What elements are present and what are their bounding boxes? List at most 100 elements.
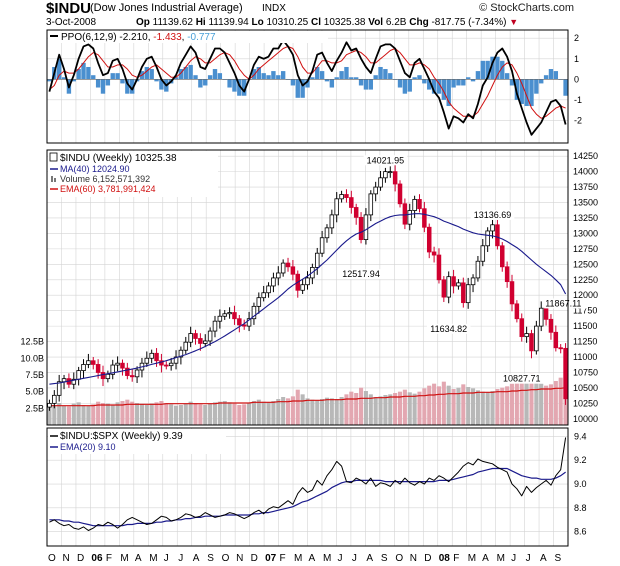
volume-bar xyxy=(81,405,86,425)
volume-bar xyxy=(227,402,232,425)
candle-body xyxy=(56,381,62,396)
candle-body xyxy=(538,307,544,327)
volume-bar xyxy=(120,401,125,425)
price-legend-candle-icon xyxy=(49,152,58,162)
volume-bar xyxy=(436,386,442,425)
volume-ema-line xyxy=(49,387,566,407)
volume-bar xyxy=(334,399,339,425)
volume-bar xyxy=(422,388,427,425)
candle-body xyxy=(105,373,111,380)
price-y-tick: 13000 xyxy=(573,228,598,238)
volume-bar xyxy=(125,399,130,425)
ppo-y-tick: -2 xyxy=(574,115,582,125)
candle-body xyxy=(334,198,339,216)
candle-body xyxy=(456,282,461,287)
x-axis-label: D xyxy=(77,553,84,564)
ppo-histogram-bar xyxy=(91,75,96,80)
ppo-histogram-bar xyxy=(446,79,451,107)
price-y-tick: 10500 xyxy=(573,383,598,393)
volume-bar xyxy=(471,388,476,425)
ppo-histogram-bar xyxy=(431,79,437,94)
candle-body xyxy=(558,347,563,350)
ppo-histogram-bar xyxy=(427,79,432,90)
ppo-histogram-bar xyxy=(495,56,500,80)
volume-bar xyxy=(558,377,563,425)
price-y-tick: 14000 xyxy=(573,167,598,177)
ppo-legend-bg xyxy=(48,31,328,43)
ppo-histogram-bar xyxy=(251,69,257,80)
volume-bar xyxy=(130,401,135,425)
volume-bar xyxy=(305,398,310,425)
price-annotation-bg xyxy=(470,209,515,220)
volume-bar xyxy=(281,397,286,425)
candle-body xyxy=(319,237,325,254)
price-y-tick: 11250 xyxy=(573,337,597,347)
x-axis-label: M xyxy=(468,553,476,564)
volume-bar xyxy=(173,405,179,425)
candle-body xyxy=(314,252,320,268)
candle-body xyxy=(237,318,242,326)
x-axis-label: A xyxy=(366,553,373,564)
ratio-y-tick: 9.0 xyxy=(574,479,587,489)
ppo-histogram-bar xyxy=(383,69,388,80)
candle-body xyxy=(217,315,223,322)
candle-body xyxy=(324,227,330,239)
volume-bar xyxy=(61,405,67,425)
candle-body xyxy=(534,325,539,352)
ppo-histogram-bar xyxy=(417,75,422,80)
volume-bar xyxy=(208,403,213,425)
volume-bar xyxy=(154,402,159,425)
ppo-histogram-bar xyxy=(441,79,447,100)
candle-body xyxy=(280,262,286,274)
ppo-y-tick: 2 xyxy=(574,33,579,43)
candle-body xyxy=(207,330,213,342)
ppo-histogram-bar xyxy=(198,79,203,88)
x-axis-label: S xyxy=(381,553,388,564)
candle-body xyxy=(178,349,184,358)
stockcharts-brand[interactable]: © StockCharts.com xyxy=(479,2,574,14)
ratio-y-tick: 9.4 xyxy=(574,431,587,441)
ppo-histogram-bar xyxy=(349,77,354,80)
ppo-panel-frame xyxy=(46,29,569,144)
price-y-tick: 12500 xyxy=(573,259,598,269)
candle-body xyxy=(300,284,305,291)
ppo-histogram-bar xyxy=(203,79,208,86)
volume-bar xyxy=(368,394,373,425)
volume-bar xyxy=(475,390,480,425)
ma40-line xyxy=(49,213,567,385)
volume-y-tick: 7.5B xyxy=(25,370,44,380)
volume-label: Vol xyxy=(368,17,384,28)
ppo-histogram-bar xyxy=(407,79,412,92)
volume-bar xyxy=(495,389,500,425)
volume-bar xyxy=(524,382,529,425)
candle-body xyxy=(100,372,106,380)
candle-body xyxy=(246,318,252,327)
price-y-tick: 10750 xyxy=(573,367,598,377)
ppo-legend-swatch xyxy=(50,35,58,37)
volume-legend: Volume 6,152,571,392 xyxy=(60,174,150,184)
candle-body xyxy=(412,199,417,211)
price-y-tick: 11750 xyxy=(573,306,597,316)
volume-bar xyxy=(135,403,140,425)
ppo-histogram-bar xyxy=(130,79,135,94)
x-axis-label: A xyxy=(540,553,547,564)
candle-body xyxy=(475,260,481,279)
ppo-histogram-bar xyxy=(339,71,344,80)
quote-line: Op 11139.62 Hi 11139.94 Lo 10310.25 Cl 1… xyxy=(136,17,518,28)
ppo-histogram-bar xyxy=(388,73,393,80)
x-axis-label: F xyxy=(106,553,112,564)
volume-bar xyxy=(178,405,183,425)
candle-body xyxy=(461,282,466,304)
candle-body xyxy=(431,251,437,256)
volume-bar xyxy=(110,405,115,425)
volume-bar xyxy=(115,402,120,425)
volume-bar xyxy=(417,391,422,425)
ppo-histogram-bar xyxy=(110,73,115,80)
ppo-title: PPO(6,12,9) xyxy=(61,32,119,43)
candle-body xyxy=(168,362,174,367)
candle-body xyxy=(154,352,159,362)
candle-body xyxy=(485,230,490,247)
volume-bar xyxy=(451,389,456,425)
price-panel-frame xyxy=(46,149,569,426)
ratio-ema-line xyxy=(49,467,566,527)
